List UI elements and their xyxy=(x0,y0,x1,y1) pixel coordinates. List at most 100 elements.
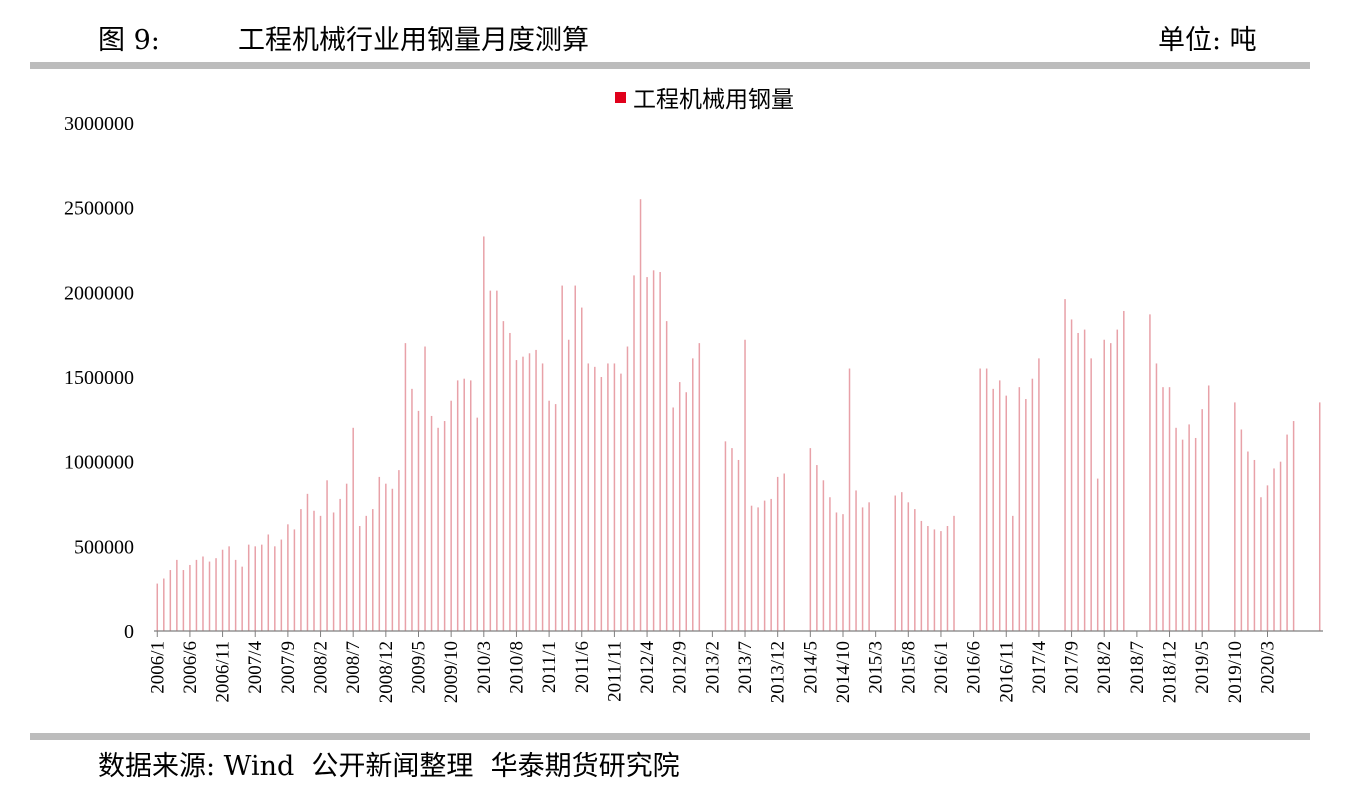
bar xyxy=(391,488,394,631)
bar xyxy=(744,339,746,631)
bar xyxy=(1077,332,1079,631)
bar xyxy=(607,363,609,631)
x-tick-label: 2016/6 xyxy=(964,641,985,694)
bar xyxy=(554,404,557,631)
bar xyxy=(267,534,270,631)
bar xyxy=(1286,434,1288,631)
bar xyxy=(816,465,818,631)
bar xyxy=(1188,424,1190,631)
unit-label: 单位: 吨 xyxy=(1158,25,1257,56)
bar xyxy=(581,307,583,631)
bar xyxy=(600,377,603,631)
bar xyxy=(476,417,479,631)
x-tick-label: 2013/12 xyxy=(768,641,789,703)
legend: 工程机械用钢量 xyxy=(615,87,794,113)
bar xyxy=(829,497,831,631)
bar xyxy=(1162,387,1164,631)
bar xyxy=(927,526,929,631)
bar xyxy=(1234,402,1236,631)
x-tick-label: 2010/8 xyxy=(506,641,527,694)
bar xyxy=(587,363,590,631)
bar xyxy=(901,492,903,631)
bar xyxy=(992,388,994,631)
bar xyxy=(1110,343,1112,631)
x-tick-label: 2015/3 xyxy=(866,641,887,694)
x-tick-label: 2006/6 xyxy=(180,641,201,694)
bar xyxy=(1207,385,1210,631)
bar xyxy=(633,275,635,631)
x-tick-label: 2017/9 xyxy=(1062,641,1083,694)
bar xyxy=(1012,515,1014,631)
chart-title: 工程机械行业用钢量月度测算 xyxy=(238,25,589,56)
bar xyxy=(809,448,812,631)
x-tick-label: 2008/7 xyxy=(343,641,364,694)
bar xyxy=(946,526,949,631)
x-tick-label: 2018/12 xyxy=(1160,641,1181,703)
y-tick-label: 2500000 xyxy=(64,198,134,220)
bar xyxy=(1168,387,1171,631)
bar xyxy=(1318,402,1321,631)
bar xyxy=(417,410,420,631)
bar xyxy=(855,490,857,631)
bar xyxy=(411,388,413,631)
bar xyxy=(319,515,322,631)
bar xyxy=(692,358,694,631)
bar xyxy=(907,502,910,631)
y-tick-label: 0 xyxy=(124,621,134,643)
bar xyxy=(430,415,433,631)
x-tick-label: 2016/11 xyxy=(996,641,1017,703)
bar xyxy=(1031,378,1034,631)
bar xyxy=(404,343,407,631)
bar xyxy=(221,549,224,631)
bar xyxy=(280,539,283,631)
bar xyxy=(842,514,844,631)
bar xyxy=(339,498,341,631)
x-tick-label: 2016/1 xyxy=(931,641,952,694)
bar xyxy=(1005,395,1008,631)
x-tick-label: 2015/8 xyxy=(898,641,919,694)
bar xyxy=(332,512,335,631)
x-tick-label: 2007/9 xyxy=(278,641,299,694)
bar xyxy=(613,363,616,631)
bar xyxy=(646,277,648,631)
x-tick-label: 2020/3 xyxy=(1257,641,1278,694)
bar xyxy=(195,559,198,631)
bar xyxy=(724,441,727,631)
bar xyxy=(483,236,485,631)
bar xyxy=(1116,329,1119,631)
bar-series xyxy=(156,199,1321,631)
bar xyxy=(776,476,779,631)
bar xyxy=(737,459,740,631)
bar xyxy=(1279,461,1282,631)
y-tick-label: 1000000 xyxy=(64,452,134,474)
bar xyxy=(1240,429,1243,631)
y-tick-label: 2000000 xyxy=(64,282,134,304)
bar xyxy=(770,498,772,631)
bar xyxy=(443,421,446,631)
x-tick-label: 2011/11 xyxy=(604,641,625,702)
bar xyxy=(757,507,759,631)
bar xyxy=(365,515,367,631)
bar xyxy=(345,483,348,631)
bar xyxy=(1175,427,1177,631)
bar xyxy=(1149,314,1151,631)
x-tick-label: 2014/10 xyxy=(833,641,854,703)
x-tick-label: 2017/4 xyxy=(1029,641,1050,694)
bar xyxy=(783,473,785,631)
bar xyxy=(1292,421,1295,631)
bar xyxy=(567,339,570,631)
bar xyxy=(541,363,544,631)
x-tick-label: 2013/2 xyxy=(702,641,723,694)
bar xyxy=(1103,339,1105,631)
bar xyxy=(189,564,191,631)
x-tick-label: 2019/5 xyxy=(1192,641,1213,694)
bar xyxy=(535,349,537,631)
bar xyxy=(1038,358,1040,631)
bar xyxy=(469,380,472,631)
bar xyxy=(933,529,936,631)
x-tick-label: 2009/10 xyxy=(441,641,462,703)
bar xyxy=(1194,437,1197,631)
bar xyxy=(1090,358,1092,631)
bar xyxy=(1018,387,1021,631)
